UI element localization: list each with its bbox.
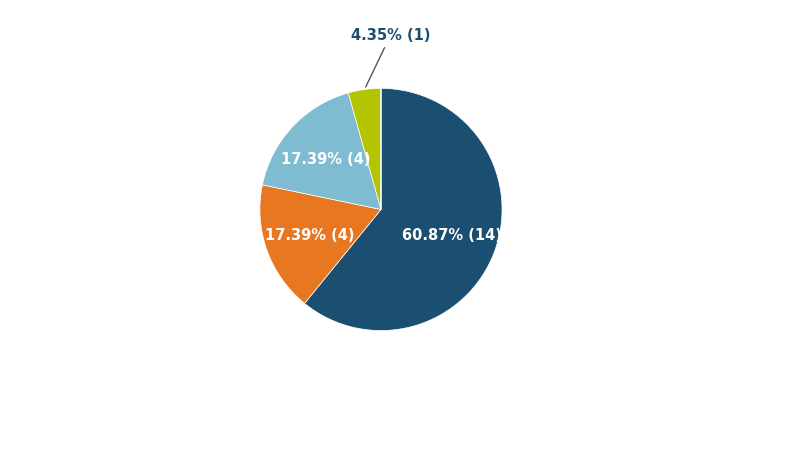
Text: 4.35% (1): 4.35% (1) [351, 28, 430, 88]
Wedge shape [305, 89, 502, 331]
Text: 17.39% (4): 17.39% (4) [282, 152, 371, 167]
Wedge shape [260, 186, 381, 304]
Wedge shape [348, 89, 381, 210]
Wedge shape [263, 94, 381, 210]
Text: 17.39% (4): 17.39% (4) [266, 228, 355, 243]
Text: 60.87% (14): 60.87% (14) [402, 228, 501, 243]
